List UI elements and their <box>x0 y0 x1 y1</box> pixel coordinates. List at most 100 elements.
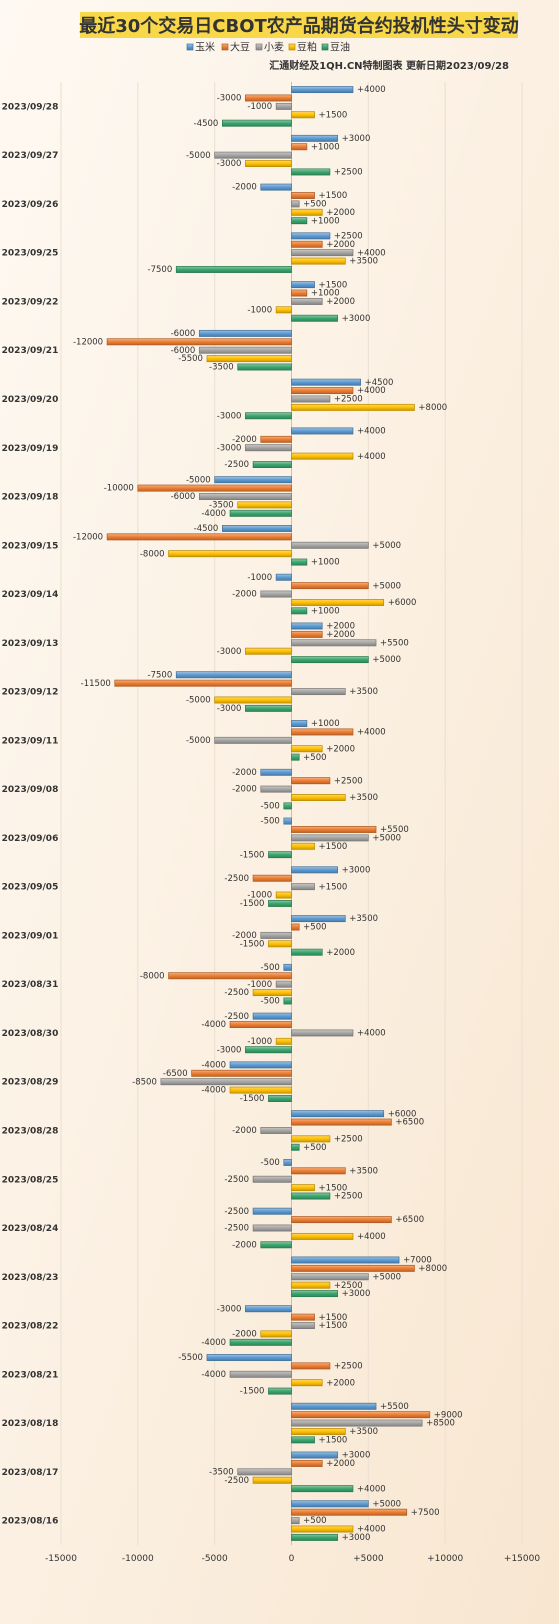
data-label: +2000 <box>326 744 355 754</box>
data-label: -2500 <box>224 1224 249 1234</box>
data-label: +6500 <box>395 1215 424 1225</box>
bar <box>291 745 323 753</box>
legend-label: 小麦 <box>264 42 284 54</box>
category-label: 2023/09/08 <box>2 785 59 795</box>
bar <box>291 1525 354 1533</box>
bar <box>291 630 323 638</box>
x-axis-ticks: -15000 -10000 -5000 0 +5000 +10000 +15000 <box>45 1554 540 1564</box>
bar <box>291 558 308 566</box>
data-label: +9000 <box>434 1410 463 1420</box>
data-label: +1500 <box>319 1435 348 1445</box>
data-label: -3500 <box>209 363 234 373</box>
bar <box>160 1078 292 1086</box>
data-label: -2000 <box>232 768 257 778</box>
data-label: +8000 <box>418 1264 447 1274</box>
data-label: +2500 <box>334 1362 363 1372</box>
bar <box>291 1517 300 1525</box>
bar <box>245 704 292 712</box>
data-label: +3000 <box>342 314 371 324</box>
bar <box>291 1110 385 1118</box>
bar <box>291 1436 315 1444</box>
data-label: +2000 <box>326 1459 355 1469</box>
data-label: -3000 <box>217 443 242 453</box>
data-label: +5500 <box>380 825 409 835</box>
category-label: 2023/09/22 <box>2 297 59 307</box>
bar <box>291 834 369 842</box>
bar <box>291 1192 331 1200</box>
chart-title: 最近30个交易日CBOT农产品期货合约投机性头寸变动 <box>79 15 519 37</box>
category-label: 2023/09/21 <box>2 346 59 356</box>
data-label: -1000 <box>247 102 272 112</box>
data-label: -4000 <box>201 1061 226 1071</box>
bar <box>291 948 323 956</box>
data-label: -8000 <box>140 549 165 559</box>
bar <box>291 1322 315 1329</box>
data-label: -2000 <box>232 183 257 193</box>
category-label: 2023/09/18 <box>2 493 59 503</box>
category-label: 2023/09/13 <box>2 639 59 649</box>
bar <box>191 1069 292 1077</box>
data-label: -3000 <box>217 704 242 714</box>
bar <box>291 1428 346 1435</box>
data-label: +500 <box>303 923 326 933</box>
data-label: -8500 <box>132 1077 157 1087</box>
category-label: 2023/08/22 <box>2 1322 59 1332</box>
bar <box>291 1118 392 1126</box>
data-label: +1500 <box>319 280 348 290</box>
bar <box>291 289 308 297</box>
bar <box>114 679 292 687</box>
data-label: -7500 <box>148 670 173 680</box>
data-label: -500 <box>261 997 280 1007</box>
category-labels: 2023/09/28 2023/09/27 2023/09/26 2023/09/25… <box>2 102 59 1526</box>
bar <box>252 1175 292 1183</box>
bar <box>291 452 354 460</box>
data-label: -500 <box>261 1158 280 1168</box>
data-label: +2000 <box>326 948 355 958</box>
bar <box>245 94 292 102</box>
data-label: +3000 <box>342 134 371 144</box>
bar <box>291 395 331 403</box>
data-label: -3000 <box>217 159 242 169</box>
bar <box>198 493 292 500</box>
bar <box>291 143 308 151</box>
bar <box>291 1485 354 1493</box>
data-label: +1000 <box>311 606 340 616</box>
data-label: +2500 <box>334 231 363 241</box>
title-highlight <box>80 12 518 38</box>
bar <box>198 329 292 337</box>
data-label: +1000 <box>311 558 340 568</box>
bar <box>291 923 300 931</box>
data-label: +5500 <box>380 1402 409 1412</box>
legend: 玉米 大豆 小麦 豆粕 豆油 <box>186 41 350 54</box>
data-label: +3000 <box>342 1289 371 1299</box>
bar <box>260 1127 292 1134</box>
bar <box>268 940 292 948</box>
bar <box>252 461 292 469</box>
data-label: +2500 <box>334 776 363 786</box>
data-label: -12000 <box>73 532 103 542</box>
bar <box>260 1330 292 1338</box>
bar <box>291 1273 369 1281</box>
bar <box>245 160 292 167</box>
bar <box>106 533 292 541</box>
bar <box>175 671 292 679</box>
bar <box>229 509 292 517</box>
data-label: -2000 <box>232 931 257 941</box>
category-label: 2023/09/11 <box>2 736 59 746</box>
bar <box>283 817 292 825</box>
x-tick-label: -10000 <box>122 1554 154 1564</box>
data-label: +2000 <box>326 1378 355 1388</box>
data-label: +6500 <box>395 1118 424 1128</box>
category-label: 2023/09/26 <box>2 200 59 210</box>
data-label: +1000 <box>311 142 340 152</box>
data-label: +5000 <box>372 541 401 551</box>
data-label: +4000 <box>357 1232 386 1242</box>
bar <box>260 183 292 191</box>
bar <box>291 387 354 395</box>
data-label: -2500 <box>224 874 249 884</box>
bar <box>291 1402 377 1410</box>
data-label: -5000 <box>186 696 211 706</box>
data-label: -2000 <box>232 435 257 445</box>
data-label: -5000 <box>186 475 211 485</box>
